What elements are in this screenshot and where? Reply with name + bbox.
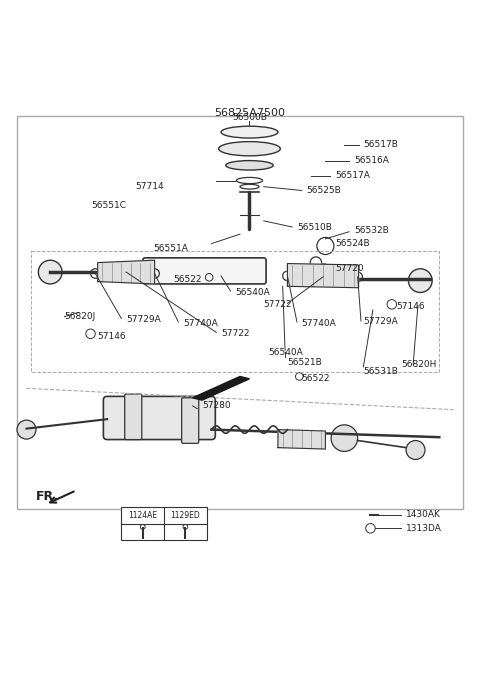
Text: 56540A: 56540A	[268, 348, 303, 357]
Text: 56521B: 56521B	[288, 357, 322, 367]
Text: 1430AK: 1430AK	[406, 510, 441, 519]
Text: 1124AE: 1124AE	[128, 510, 157, 520]
Circle shape	[331, 425, 358, 452]
Polygon shape	[192, 376, 250, 400]
Circle shape	[38, 260, 62, 284]
Circle shape	[408, 269, 432, 292]
Text: 57280: 57280	[202, 401, 231, 410]
Text: 56820H: 56820H	[401, 360, 437, 369]
Text: 57146: 57146	[396, 302, 425, 311]
Ellipse shape	[221, 126, 278, 138]
Text: 57740A: 57740A	[183, 319, 218, 328]
Text: 56517B: 56517B	[363, 140, 398, 150]
Polygon shape	[278, 430, 325, 449]
Circle shape	[17, 420, 36, 439]
Text: 57714: 57714	[135, 182, 164, 191]
FancyBboxPatch shape	[143, 258, 266, 284]
Polygon shape	[288, 263, 359, 288]
FancyBboxPatch shape	[125, 394, 142, 439]
Text: 1129ED: 1129ED	[170, 510, 200, 520]
Text: 56551C: 56551C	[91, 201, 126, 210]
FancyBboxPatch shape	[103, 396, 216, 439]
Text: 56522: 56522	[301, 374, 330, 383]
Text: 56532B: 56532B	[354, 226, 389, 235]
Text: FR.: FR.	[36, 489, 59, 502]
Text: 57720: 57720	[335, 264, 363, 273]
Ellipse shape	[219, 141, 280, 156]
FancyBboxPatch shape	[181, 398, 199, 443]
Text: 56500B: 56500B	[232, 113, 267, 122]
Text: 56540A: 56540A	[235, 288, 270, 297]
Text: 57729A: 57729A	[126, 315, 161, 324]
Ellipse shape	[226, 160, 273, 170]
Text: 1313DA: 1313DA	[406, 524, 442, 533]
Text: 56516A: 56516A	[354, 156, 389, 165]
Text: 56825A7500: 56825A7500	[214, 108, 285, 118]
Circle shape	[406, 441, 425, 460]
Text: 56525B: 56525B	[306, 186, 341, 195]
Text: 57146: 57146	[97, 332, 126, 341]
Text: 56510B: 56510B	[297, 223, 332, 232]
Text: 57740A: 57740A	[301, 319, 336, 328]
Text: 57729A: 57729A	[363, 318, 398, 326]
Text: 56820J: 56820J	[64, 312, 96, 321]
Text: 56551A: 56551A	[153, 244, 188, 253]
Bar	[121, 507, 207, 540]
Text: 56522: 56522	[174, 275, 202, 284]
Polygon shape	[97, 260, 155, 284]
Text: 57722: 57722	[264, 300, 292, 309]
Text: 56524B: 56524B	[335, 239, 370, 248]
Text: 57722: 57722	[221, 329, 250, 338]
Text: 56531B: 56531B	[363, 367, 398, 376]
Text: 56517A: 56517A	[335, 171, 370, 180]
